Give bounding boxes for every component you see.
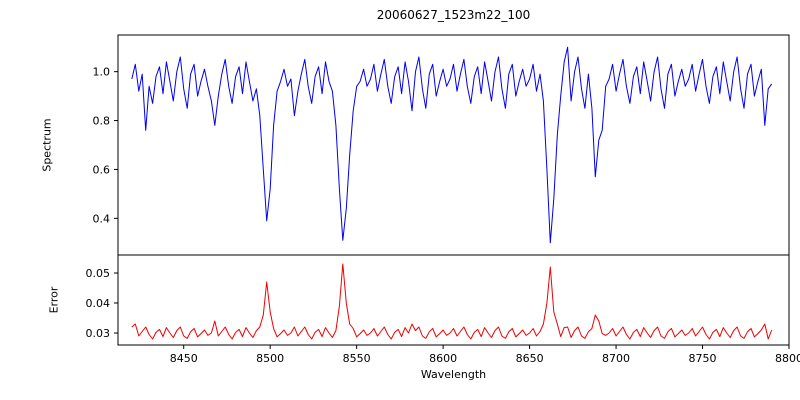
error-y-tick-label: 0.03 <box>86 327 111 340</box>
x-axis-label: Wavelength <box>420 368 487 381</box>
x-tick-label: 8550 <box>343 352 371 365</box>
error-y-axis-label: Error <box>47 286 61 314</box>
chart-title: 20060627_1523m22_100 <box>376 8 531 22</box>
x-tick-label: 8700 <box>602 352 630 365</box>
error-line <box>131 263 773 340</box>
x-tick-label: 8800 <box>775 352 800 365</box>
error-panel-border <box>117 254 790 346</box>
spectrum-y-tick-label: 0.4 <box>93 212 111 225</box>
x-tick-label: 8500 <box>256 352 284 365</box>
spectrum-y-tick-label: 0.8 <box>93 115 111 128</box>
spectrum-y-tick-label: 0.6 <box>93 163 111 176</box>
x-tick-label: 8450 <box>170 352 198 365</box>
error-y-tick-label: 0.05 <box>86 267 111 280</box>
x-tick-label: 8600 <box>429 352 457 365</box>
error-y-tick-label: 0.04 <box>86 297 111 310</box>
spectrum-y-tick-label: 1.0 <box>93 66 111 79</box>
x-tick-label: 8650 <box>516 352 544 365</box>
spectrum-y-axis-label: Spectrum <box>40 118 54 172</box>
spectrum-line <box>131 46 773 244</box>
x-tick-label: 8750 <box>689 352 717 365</box>
